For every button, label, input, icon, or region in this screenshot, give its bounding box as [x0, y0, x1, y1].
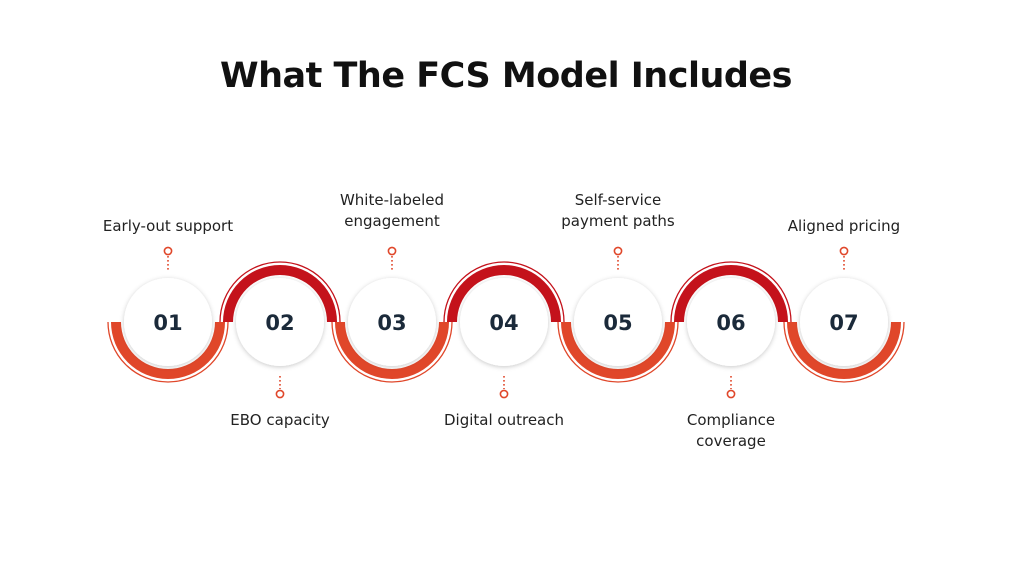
step-arc-band — [787, 322, 901, 379]
step-circle — [687, 278, 775, 366]
step-arc-band — [561, 322, 675, 379]
step-number: 06 — [716, 311, 745, 335]
step-label: Aligned pricing — [787, 217, 901, 235]
step-outline-arc — [670, 261, 792, 323]
step-label: White-labeled engagement — [339, 191, 445, 230]
step-circle — [348, 278, 436, 366]
step-outline-arc — [107, 321, 229, 383]
connector-ring — [499, 389, 509, 399]
step-number: 07 — [829, 311, 858, 335]
step-number: 05 — [603, 311, 632, 335]
step-outline-arc — [783, 321, 905, 383]
step-07: 07 — [783, 246, 905, 383]
step-circle — [574, 278, 662, 366]
step-outline-arc — [443, 261, 565, 323]
step-label: Self-service payment paths — [561, 191, 675, 230]
connector-ring — [613, 246, 623, 256]
step-arc-band — [447, 265, 561, 322]
step-05: 05 — [557, 246, 679, 383]
step-01: 01 — [107, 246, 229, 383]
step-label: Digital outreach — [444, 411, 564, 429]
step-06: 06 — [670, 261, 792, 399]
step-circle — [800, 278, 888, 366]
step-number: 03 — [377, 311, 406, 335]
connector-ring — [163, 246, 173, 256]
step-label: EBO capacity — [230, 411, 330, 429]
step-number: 01 — [153, 311, 182, 335]
connector-ring — [387, 246, 397, 256]
step-outline-arc — [557, 321, 679, 383]
step-label: Compliance coverage — [686, 411, 776, 450]
step-arc-band — [335, 322, 449, 379]
step-number: 04 — [489, 311, 518, 335]
step-arc-band — [674, 265, 788, 322]
step-label: Early-out support — [102, 217, 234, 235]
page-title: What The FCS Model Includes — [220, 56, 792, 96]
step-circle — [460, 278, 548, 366]
step-number: 02 — [265, 311, 294, 335]
step-outline-arc — [219, 261, 341, 323]
step-04: 04 — [443, 261, 565, 399]
connector-ring — [275, 389, 285, 399]
connector-ring — [839, 246, 849, 256]
step-arc-band — [111, 322, 225, 379]
step-circle — [124, 278, 212, 366]
step-circle — [236, 278, 324, 366]
step-02: 02 — [219, 261, 341, 399]
step-outline-arc — [331, 321, 453, 383]
step-03: 03 — [331, 246, 453, 383]
step-arc-band — [223, 265, 337, 322]
connector-ring — [726, 389, 736, 399]
